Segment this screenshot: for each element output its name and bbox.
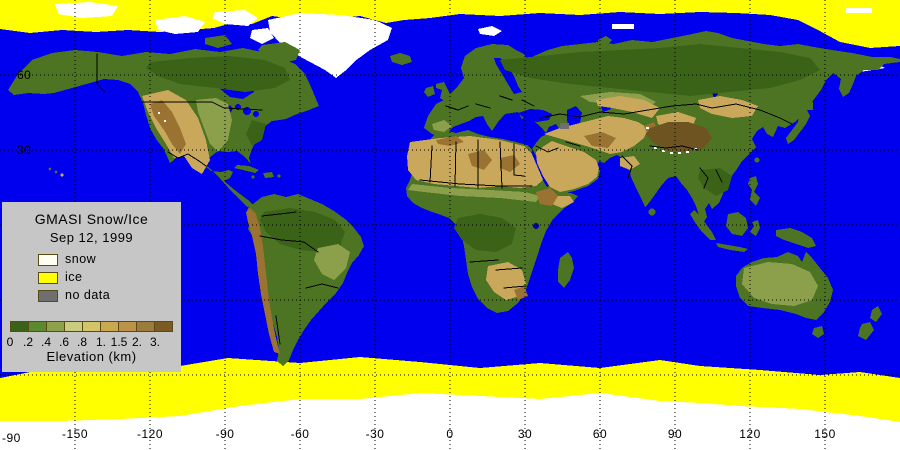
lon-label: 60 xyxy=(592,427,608,441)
svalbard xyxy=(478,26,502,36)
java xyxy=(716,243,748,252)
legend-date: Sep 12, 1999 xyxy=(49,230,134,245)
colorbar-cell xyxy=(82,321,101,332)
lon-label: 120 xyxy=(739,427,761,441)
colorbar-cell xyxy=(28,321,47,332)
sri-lanka xyxy=(648,208,656,216)
borneo xyxy=(726,212,748,236)
colorbar-tick: .4 xyxy=(40,335,52,349)
antarctic-ice xyxy=(0,357,900,422)
baffin-island xyxy=(258,42,300,63)
ice-label: ice xyxy=(65,270,83,284)
colorbar-cell xyxy=(136,321,155,332)
colorbar-cell xyxy=(118,321,137,332)
lon-label: 0 xyxy=(446,427,454,441)
greenland xyxy=(268,13,392,78)
black-sea xyxy=(518,109,552,122)
lon-label: 30 xyxy=(517,427,533,441)
country-borders xyxy=(96,53,793,345)
nodata-patch xyxy=(560,123,569,129)
baltic-sea xyxy=(494,58,522,94)
antarctica-snow xyxy=(0,393,900,450)
novaya-zemlya xyxy=(598,36,612,48)
lon-label: -90 xyxy=(215,427,235,441)
japan xyxy=(786,108,810,144)
new-zealand-north xyxy=(870,306,882,322)
elevation-overlays xyxy=(142,44,820,354)
colorbar-tick: 2. xyxy=(131,335,143,349)
legend-panel: GMASI Snow/Ice Sep 12, 1999 snow ice no … xyxy=(2,202,181,372)
andes xyxy=(246,208,280,354)
sulawesi xyxy=(750,220,760,236)
lon-label: 90 xyxy=(667,427,683,441)
iceland xyxy=(390,53,412,65)
nodata-label: no data xyxy=(65,288,111,302)
colorbar-ticks: 0 .2 .4 .6 .8 1. 1.5 2. 3. xyxy=(2,335,181,349)
lon-label: -150 xyxy=(61,427,89,441)
madagascar xyxy=(558,252,574,288)
sumatra xyxy=(690,210,716,240)
lat-label: 30 xyxy=(17,143,32,157)
colorbar-tick: 3. xyxy=(149,335,161,349)
colorbar-cell xyxy=(100,321,119,332)
colorbar-cell xyxy=(46,321,65,332)
tibet xyxy=(646,122,712,152)
lon-label: -60 xyxy=(290,427,310,441)
colorbar-tick: 1.5 xyxy=(110,335,128,349)
colorbar-tick: .2 xyxy=(22,335,34,349)
lon-label: -30 xyxy=(365,427,385,441)
taiwan xyxy=(754,157,760,163)
lat-label: 60 xyxy=(17,68,32,82)
british-isles xyxy=(436,82,452,102)
tasmania xyxy=(812,326,824,338)
colorbar-tick: .6 xyxy=(58,335,70,349)
elevation-colorbar xyxy=(10,321,173,332)
nodata-swatch xyxy=(38,290,58,302)
colorbar-axis-label: Elevation (km) xyxy=(46,349,137,364)
colorbar-cell xyxy=(10,321,29,332)
snow-label: snow xyxy=(65,252,97,266)
new-zealand-south xyxy=(858,322,874,340)
lake-victoria xyxy=(533,223,539,229)
legend-title: GMASI Snow/Ice xyxy=(34,211,149,227)
colorbar-tick: 0 xyxy=(6,335,14,349)
ice-swatch xyxy=(38,272,58,284)
snow-swatch xyxy=(38,254,58,266)
lon-label: -120 xyxy=(136,427,164,441)
maritime-southeast-asia xyxy=(690,176,816,252)
colorbar-tick: .8 xyxy=(76,335,88,349)
caribbean-islands xyxy=(234,165,281,179)
philippines xyxy=(748,176,760,206)
lat-label: -90 xyxy=(2,431,21,445)
colorbar-cell xyxy=(64,321,83,332)
colorbar-tick: 1. xyxy=(95,335,107,349)
colorbar-cell xyxy=(154,321,173,332)
hawaii xyxy=(48,167,64,177)
sakhalin xyxy=(804,84,812,100)
new-guinea xyxy=(776,228,816,248)
lon-label: 150 xyxy=(814,427,836,441)
